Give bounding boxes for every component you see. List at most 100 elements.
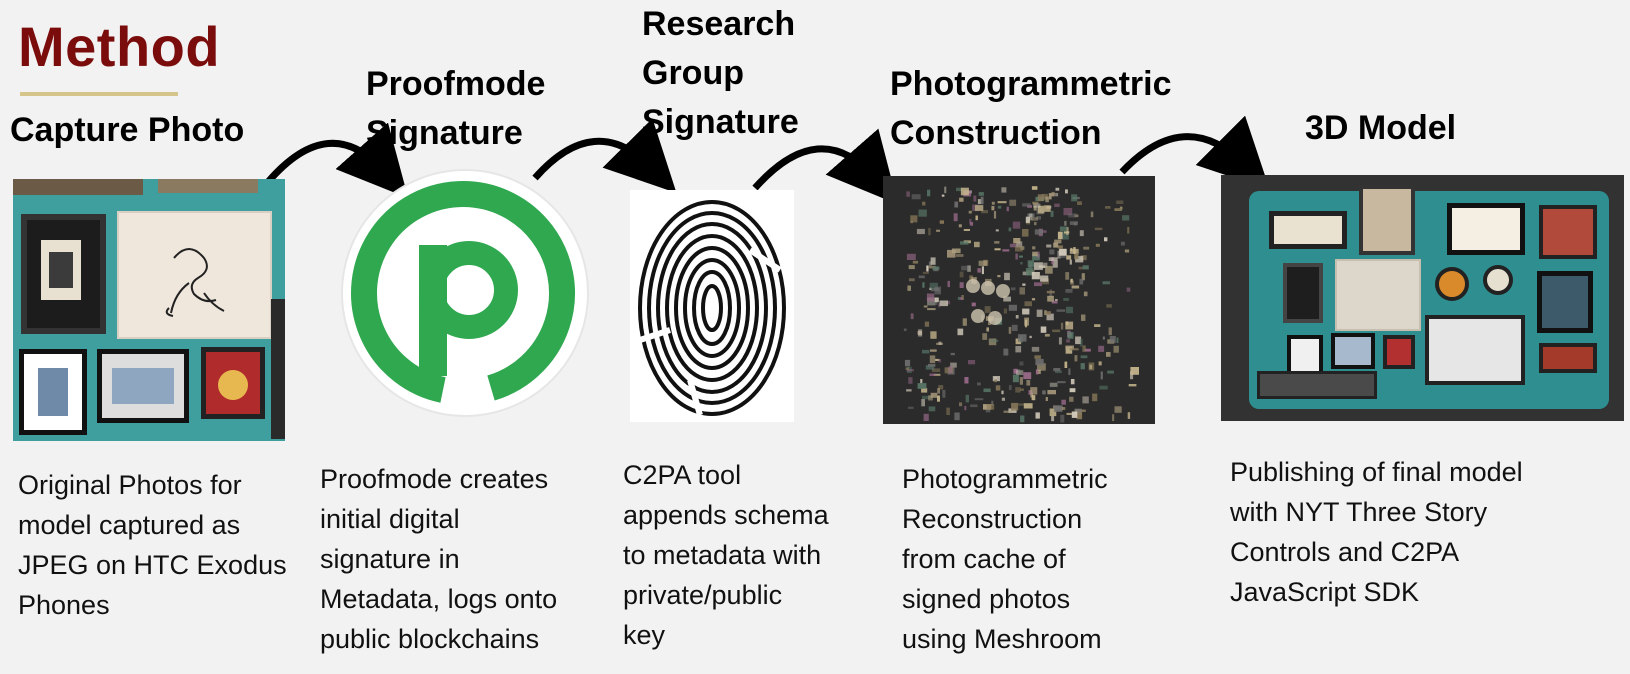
- point-cloud-dot: [1094, 324, 1100, 327]
- point-cloud-dot: [1103, 337, 1105, 340]
- point-cloud-dot: [1089, 365, 1092, 369]
- point-cloud-dot: [1040, 276, 1048, 282]
- point-cloud-dot: [992, 202, 995, 205]
- point-cloud-dot: [926, 266, 928, 272]
- point-cloud-dot: [1015, 246, 1023, 252]
- point-cloud-dot: [974, 242, 980, 247]
- point-cloud-dot: [1064, 221, 1066, 226]
- point-cloud-dot: [1032, 347, 1039, 352]
- point-cloud-dot: [929, 302, 938, 305]
- photo-wall-image: [13, 179, 285, 441]
- point-cloud-dot: [1050, 383, 1058, 387]
- point-cloud-dot: [1072, 286, 1080, 289]
- point-cloud-dot: [976, 216, 978, 221]
- point-cloud-dot: [990, 340, 998, 342]
- point-cloud-dot: [1109, 327, 1112, 335]
- point-cloud-dot: [1059, 249, 1067, 256]
- point-cloud-dot: [1022, 309, 1029, 315]
- point-cloud-dot: [1049, 249, 1054, 254]
- point-cloud-dot: [1045, 266, 1053, 274]
- point-cloud-dot: [1079, 267, 1083, 270]
- point-cloud-dot: [1081, 355, 1088, 358]
- point-cloud-dot: [1106, 352, 1111, 357]
- step-4-description: Photogrammetric Reconstruction from cach…: [902, 459, 1108, 659]
- step-1-description: Original Photos for model captured as JP…: [18, 465, 287, 625]
- point-cloud-dot: [1105, 206, 1111, 209]
- point-cloud-dot: [1096, 244, 1100, 247]
- point-cloud-dot: [1121, 242, 1125, 246]
- point-cloud-dot: [981, 197, 984, 205]
- point-cloud-dot: [982, 333, 987, 340]
- point-cloud-dot: [946, 408, 950, 415]
- point-cloud-dot: [1063, 298, 1069, 301]
- point-cloud-dot: [1082, 345, 1085, 351]
- point-cloud-dot: [927, 294, 934, 302]
- point-cloud-dot: [996, 229, 999, 231]
- point-cloud-dot: [1122, 215, 1129, 220]
- point-cloud-dot: [1032, 395, 1036, 400]
- point-cloud-dot: [972, 303, 976, 307]
- point-cloud-dot: [930, 355, 935, 363]
- point-cloud-dot: [909, 278, 915, 281]
- point-cloud-dot: [1041, 327, 1047, 333]
- point-cloud-dot: [1015, 346, 1021, 352]
- point-cloud-dot: [1058, 245, 1063, 248]
- point-cloud-dot: [968, 360, 975, 364]
- point-cloud-dot: [1066, 339, 1070, 342]
- point-cloud-dot: [919, 210, 927, 217]
- point-cloud-dot: [908, 377, 912, 384]
- point-cloud-dot: [1065, 189, 1068, 193]
- point-cloud-dot: [911, 313, 914, 319]
- point-cloud-dot: [1082, 396, 1088, 403]
- point-cloud-dot: [977, 268, 981, 272]
- point-cloud-dot: [906, 389, 912, 391]
- point-cloud-dot: [1030, 387, 1037, 395]
- point-cloud-dot: [963, 318, 967, 326]
- point-cloud-dot: [909, 265, 915, 269]
- point-cloud-dot: [1058, 232, 1063, 240]
- point-cloud-dot: [956, 254, 964, 257]
- point-cloud-dot: [1025, 301, 1033, 306]
- point-cloud-dot: [1061, 323, 1063, 330]
- point-cloud-dot: [1057, 381, 1065, 383]
- point-cloud-dot: [1081, 315, 1085, 321]
- point-cloud-dot: [984, 389, 991, 393]
- step-3-description: C2PA tool appends schema to metadata wit…: [623, 455, 829, 655]
- point-cloud-dot: [1002, 398, 1005, 401]
- point-cloud-dot: [924, 306, 928, 308]
- point-cloud-dot: [959, 402, 962, 406]
- point-cloud-dot: [1074, 222, 1077, 225]
- point-cloud-dot: [1028, 260, 1034, 267]
- point-cloud-dot: [940, 220, 944, 223]
- point-cloud-dot: [1068, 213, 1076, 217]
- point-cloud-dot: [928, 395, 933, 400]
- point-cloud-dot: [960, 282, 964, 288]
- point-cloud-dot: [1055, 299, 1058, 301]
- point-cloud-dot: [960, 272, 964, 278]
- point-cloud-dot: [1026, 380, 1030, 386]
- point-cloud-dot: [1083, 247, 1089, 250]
- point-cloud-dot: [1053, 368, 1060, 371]
- point-cloud-dot: [1128, 412, 1130, 419]
- point-cloud-dot: [951, 353, 955, 355]
- point-cloud-dot: [1020, 416, 1024, 423]
- point-cloud-dot: [1051, 211, 1054, 217]
- point-cloud-dot: [1114, 208, 1122, 211]
- point-cloud-dot: [918, 383, 927, 389]
- point-cloud-dot: [1125, 250, 1129, 253]
- point-cloud-dot: [944, 187, 946, 194]
- point-cloud-dot: [930, 374, 936, 377]
- point-cloud-dot: [1077, 201, 1082, 205]
- point-cloud-dot: [949, 366, 953, 373]
- point-cloud-dot: [959, 224, 962, 227]
- point-cloud-dot: [918, 329, 922, 336]
- point-cloud-dot: [1037, 310, 1043, 317]
- point-cloud-dot: [927, 190, 930, 197]
- point-cloud-dot: [922, 202, 925, 206]
- step-2-description-line: initial digital: [320, 499, 557, 539]
- point-cloud-dot: [1098, 346, 1104, 352]
- point-cloud-dot: [1004, 411, 1013, 413]
- point-cloud-dot: [1032, 272, 1040, 279]
- point-cloud-dot: [958, 329, 964, 336]
- point-cloud-image: [883, 176, 1155, 424]
